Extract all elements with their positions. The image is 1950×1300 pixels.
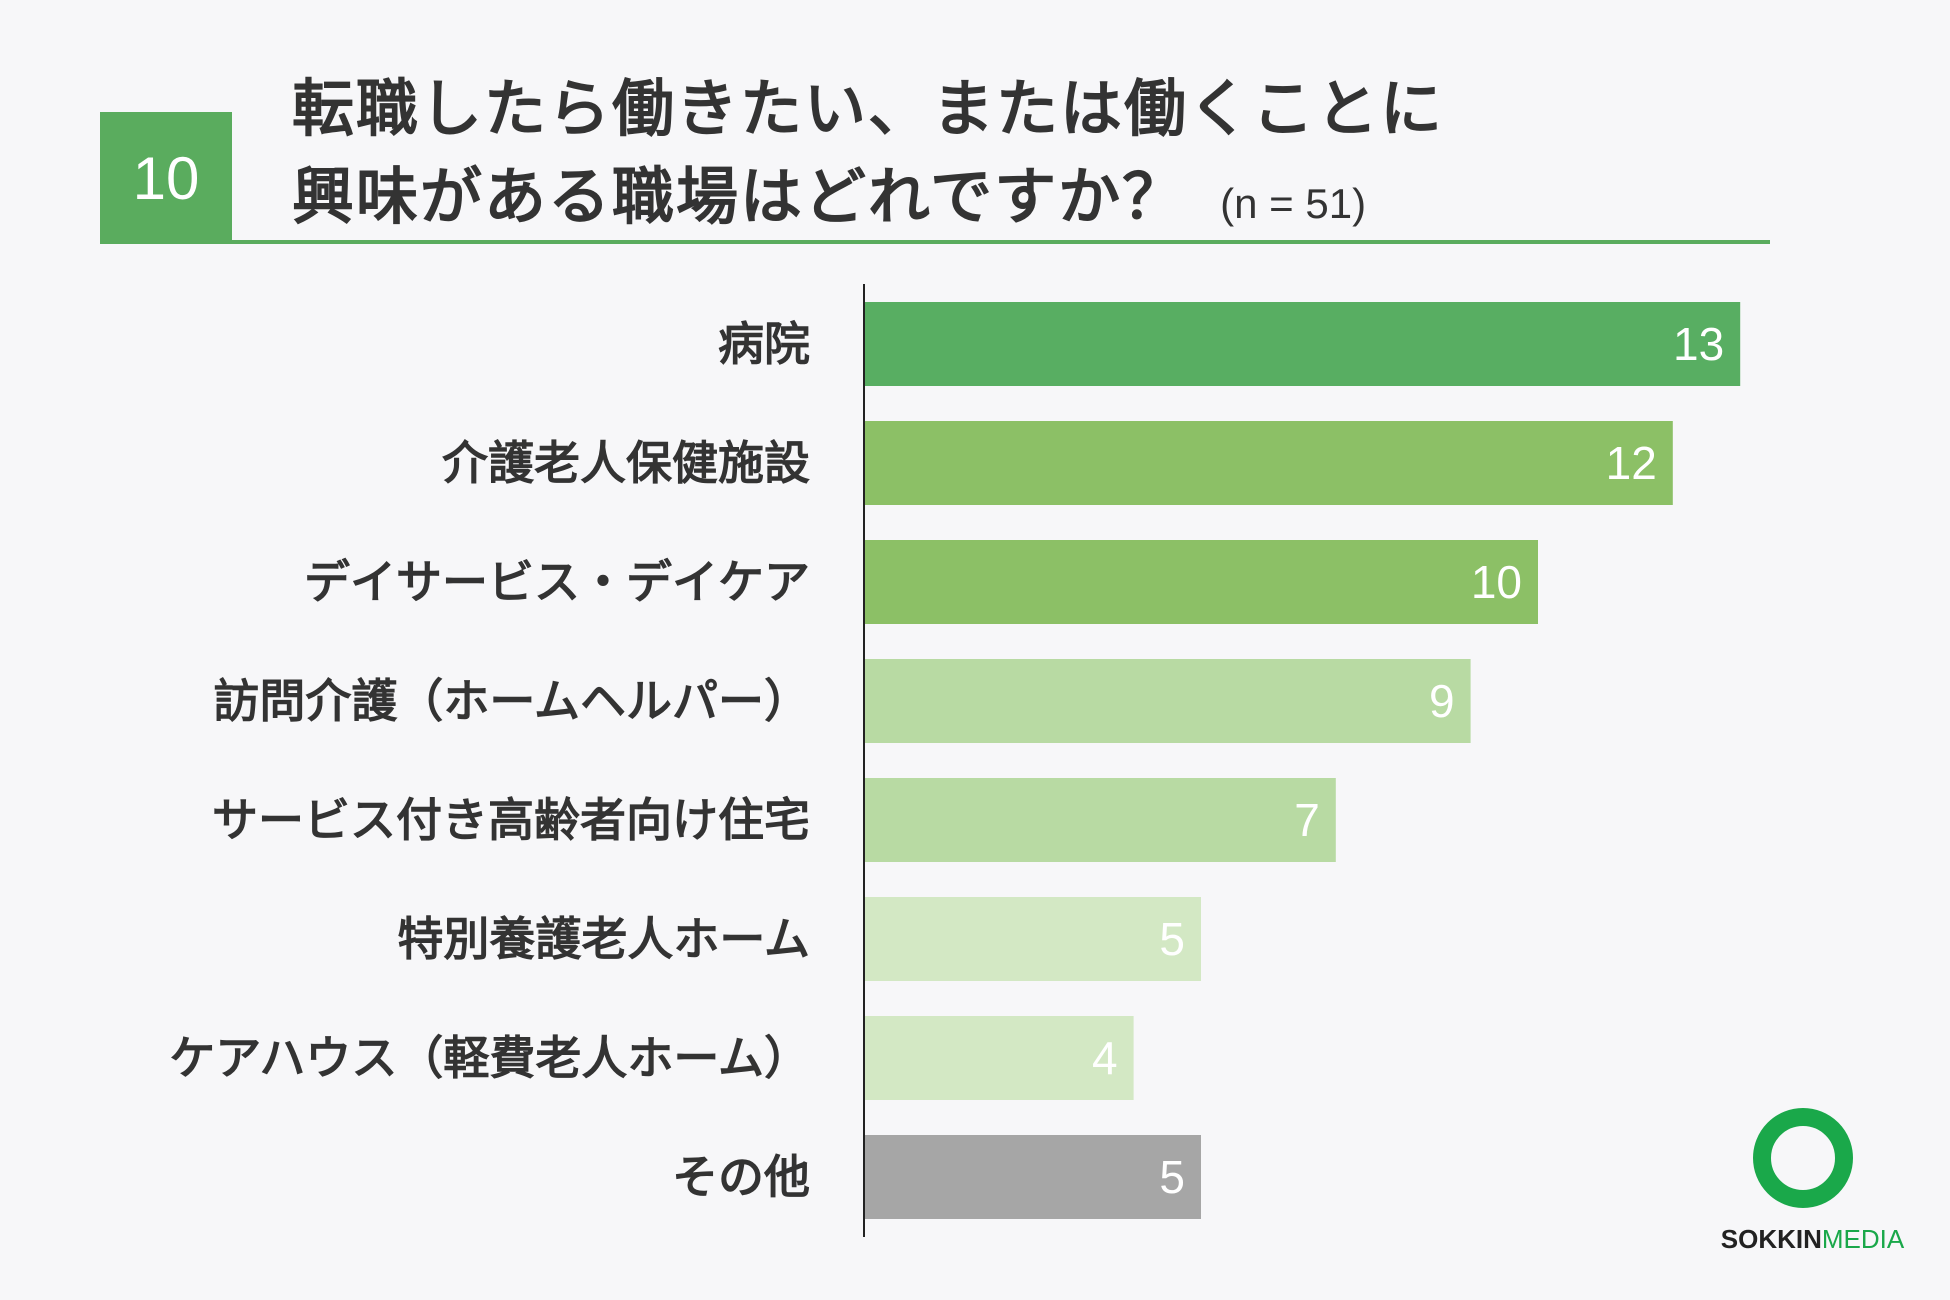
sokkin-media-logo: SOKKINMEDIA — [1695, 1108, 1930, 1258]
bar-value-label: 10 — [1471, 556, 1522, 608]
bar-value-label: 7 — [1294, 794, 1320, 846]
bar — [864, 778, 1336, 862]
chart-title-line2-text: 興味がある職場はどれですか？ — [292, 160, 1187, 233]
bar — [864, 1016, 1134, 1100]
header-divider — [100, 240, 1770, 244]
category-label: サービス付き高齢者向け住宅 — [212, 793, 810, 847]
category-label: デイサービス・デイケア — [304, 555, 810, 609]
category-label: 訪問介護（ホームヘルパー） — [213, 674, 810, 728]
bar-value-label: 5 — [1159, 1151, 1185, 1203]
category-label: 病院 — [718, 317, 810, 371]
chart-title-line1: 転職したら働きたい、または働くことに — [292, 72, 1445, 145]
bar — [864, 540, 1538, 624]
bar — [864, 302, 1741, 386]
bar-value-label: 5 — [1159, 913, 1185, 965]
logo-text-bold: SOKKIN — [1720, 1224, 1822, 1254]
bar — [864, 421, 1673, 505]
sample-size: (n = 51) — [1220, 180, 1367, 227]
bar — [864, 897, 1201, 981]
chart-title-line2: 興味がある職場はどれですか？ (n = 51) — [292, 146, 1366, 236]
category-label: ケアハウス（軽費老人ホーム） — [169, 1031, 810, 1085]
bar — [864, 659, 1471, 743]
logo-ring-icon — [1753, 1108, 1853, 1208]
bar-value-label: 4 — [1092, 1032, 1118, 1084]
category-label: 介護老人保健施設 — [442, 436, 810, 490]
category-label: 特別養護老人ホーム — [397, 912, 810, 966]
bars-group: 13 病院 12 介護老人保健施設 10 デイサービス・デイケア 9 訪問介護（ホームヘルパー… — [169, 302, 1741, 1219]
category-label: その他 — [672, 1150, 810, 1204]
bar-value-label: 12 — [1606, 437, 1657, 489]
bar — [864, 1135, 1201, 1219]
logo-text-light: MEDIA — [1821, 1224, 1905, 1254]
question-number-badge: 10 — [100, 112, 232, 244]
logo-text: SOKKINMEDIA — [1695, 1224, 1930, 1255]
bar-value-label: 13 — [1673, 318, 1724, 370]
bar-value-label: 9 — [1429, 675, 1455, 727]
